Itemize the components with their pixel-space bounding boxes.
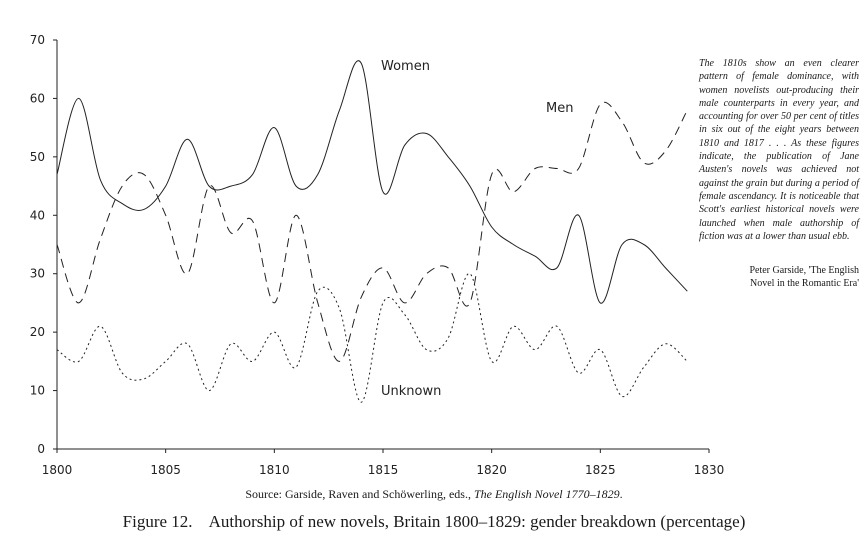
y-tick-label: 50 bbox=[30, 150, 45, 164]
figure-caption: Figure 12. Authorship of new novels, Bri… bbox=[122, 512, 746, 531]
source-title: The English Novel 1770–1829 bbox=[473, 487, 620, 501]
y-tick-label: 40 bbox=[30, 208, 45, 222]
y-tick-label: 20 bbox=[30, 325, 45, 339]
y-tick-label: 0 bbox=[37, 442, 45, 456]
series-label-women: Women bbox=[381, 59, 430, 74]
x-tick-label: 1800 bbox=[42, 463, 73, 477]
x-tick-label: 1830 bbox=[694, 463, 725, 477]
x-tick-label: 1820 bbox=[476, 463, 507, 477]
series-lines bbox=[56, 60, 688, 403]
attribution-line-1: Peter Garside, 'The English bbox=[749, 265, 859, 276]
series-line-men bbox=[56, 101, 688, 362]
x-tick-label: 1805 bbox=[150, 463, 181, 477]
x-tick-label: 1825 bbox=[585, 463, 616, 477]
y-tick-label: 30 bbox=[30, 267, 45, 281]
series-line-women bbox=[56, 60, 688, 304]
attribution-line-2: Novel in the Romantic Era' bbox=[750, 278, 859, 289]
x-tick-label: 1810 bbox=[259, 463, 290, 477]
y-tick-label: 70 bbox=[30, 33, 45, 47]
series-line-unknown bbox=[56, 273, 688, 403]
y-tick-label: 10 bbox=[30, 384, 45, 398]
x-ticks: 1800 1805 1810 1815 1820 1825 1830 bbox=[42, 449, 725, 477]
quote-text: The 1810s show an even clearer pattern o… bbox=[699, 58, 859, 242]
chart: 0 10 20 30 40 50 60 70 1800 1805 1810 1815 1820 1825… bbox=[30, 33, 725, 477]
source-suffix: . bbox=[619, 487, 623, 501]
series-label-men: Men bbox=[546, 101, 573, 116]
source-prefix: Source: Garside, Raven and Schöwerling, … bbox=[245, 487, 474, 501]
source-note: Source: Garside, Raven and Schöwerling, … bbox=[0, 487, 868, 502]
y-tick-label: 60 bbox=[30, 91, 45, 105]
y-ticks: 0 10 20 30 40 50 60 70 bbox=[30, 33, 57, 456]
x-tick-label: 1815 bbox=[368, 463, 399, 477]
quote-attribution: Peter Garside, 'The English Novel in the… bbox=[699, 264, 859, 290]
series-label-unknown: Unknown bbox=[381, 384, 441, 399]
